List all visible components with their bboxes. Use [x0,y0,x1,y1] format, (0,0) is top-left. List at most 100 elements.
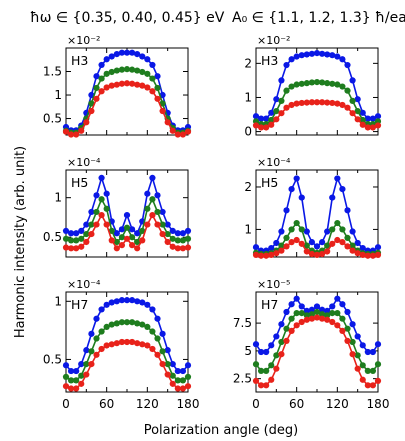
panel-h7-col2-series-3-point [263,382,270,389]
panel-h3-col2-series-3-point [318,99,326,106]
panel-h7-col2-series-2-point [359,362,366,369]
panel-h3-col2-series-3-point [324,99,331,106]
panel-h3-col2-series-3-point [252,122,260,129]
panel-h7-col1-series-3-point [164,371,171,378]
panel-h7-col1-series-1-point [134,298,141,305]
panel-h3-col2-ytick-label: 0 [244,125,252,139]
panel-h3-col1-series-1-point [149,61,156,69]
panel-h5-col2-series-1-point [359,244,366,252]
panel-h5-col2-series-3 [252,236,382,259]
panel-h3-col1-series-1-point [128,49,136,56]
panel-h7-col2-series-1-point [278,321,285,328]
panel-h5-col2-series-2-point [278,242,285,249]
panel-h3-col1-series-3-point [118,80,126,87]
panel-h5-col2-series-3-point [324,248,331,255]
panel-h7-col2-series-2-point [369,367,377,374]
panel-h5-col1-series-1-point [98,174,105,182]
panel-h5-col2-series-3-point [257,252,265,259]
panel-h7-col1-series-1-point [139,299,146,306]
panel-h7-col1-xtick-label: 0 [62,397,70,411]
panel-h7-col2-series-2-point [334,310,341,317]
panel-h5-col1-series-2-point [154,208,161,216]
panel-h3-col2-series-2-point [283,87,290,94]
panel-h3-col2-series-1-point [288,56,295,63]
panel-h3-col2-series-2-point [339,83,346,90]
panel-h5-col1-series-3-point [139,237,146,244]
panel-h5-col2-series-1-point [374,244,382,251]
panel-h7-col1-series-3-point [159,360,166,368]
panel-h7-col2-series-1 [252,295,382,356]
panel-h7-col1-series-1-point [164,347,171,354]
panels: 0.5 1 1.5 ×10⁻² H3 0 1 2 ×10⁻² H3 0.5 1 ×10⁻⁴ H5 1 2 ×10… [43,34,390,411]
panel-h7-col2-series-3-point [324,316,331,323]
panel-h5-col2-series-2 [252,219,382,258]
panel-h3-col1-series-3-point [93,95,100,102]
panel-h5-col2-series-2-point [303,242,310,249]
panel-h3-col1-series-2-point [134,67,141,74]
panel-h3-col2-series-2-point [344,87,351,94]
panel-h5-col2-series-3-point [303,248,310,255]
panel-h5-col1-ytick-label: 0.5 [43,230,62,244]
panel-h3-col2-series-2-point [303,80,310,87]
panel-h7-col1-series-1 [62,297,192,375]
panel-h5-col2-series-3-point [344,243,351,250]
panel-h7-col1-series-2-point [174,377,181,384]
panel-h3-col2-series-3-point [329,99,336,107]
panel-h7-col1-series-3-point [108,341,115,348]
panel-h5-col2-series-3-point [283,243,290,250]
panel-h7-col1-series-1-point [103,301,110,308]
panel-h7-col2-series-3-point [349,351,356,358]
panel-h7-col2-xtick-label: 0 [252,397,260,411]
panel-h7-col1-series-3 [62,338,192,392]
panel-h5-col1-ytick-label: 1 [54,191,62,205]
panel-h7-col2-series-3-point [369,382,377,389]
panel-h3-col1-series-2-point [144,70,151,77]
panel-h3-col2-series-1-point [354,96,361,103]
panel-h3-col2-series-2-point [318,79,326,86]
panel-h7-col2-series-1-point [252,341,260,348]
panel-h5-col1-series-1-point [62,227,70,234]
panel-h7-col1-series-2-point [73,377,80,384]
panel-h5-col1-series-2-point [144,205,151,212]
panel-h3-col2-series-3-point [268,121,275,128]
panel-h5-col1-series-1-point [134,230,141,237]
panel-h3-col1-ytick-label: 1.5 [43,65,62,79]
panel-h7-col2-series-2-point [283,325,290,332]
panel-h7-col2-series-1-point [293,295,300,302]
panel-h3-col1-series-3-point [128,80,136,87]
panel-h7-col1-series-3-point [123,338,131,346]
panel-h5-col1-series-3-point [179,245,187,252]
panel-h7-col2-series-2-point [257,367,265,374]
panel-h5-col1-series-1-point [123,211,131,219]
panel-h7-col1-series-1-point [149,306,156,313]
panel-h7-col2-series-1-point [303,307,310,314]
panel-h3-col2-series-1-point [359,109,366,116]
panel-h5-col2-series-3-point [339,239,346,246]
panel-h5-col2-series-2-point [349,242,356,249]
panel-h5-col1-series-3-point [149,211,156,219]
panel-h7-col1-series-2-point [118,319,126,326]
panel-h3-col2-series-2-point [334,81,341,88]
panel-h5-col1-series-3-point [113,245,120,252]
panel-h7-col1-series-1-point [179,367,187,375]
panel-h3-col1-series-3-line [65,82,189,136]
panel-h5-col2-series-1-point [293,175,300,182]
panel-h7-col1-series-2-point [139,321,146,328]
panel-h5-col1-series-3-point [73,245,80,252]
panel-h3-col1-series-3-point [67,131,75,138]
panel-h7-col1-series-3-point [139,341,146,348]
panel-h5-col1-series-1-point [83,221,90,228]
panel-h7-col2-series-1-point [268,342,275,349]
panel-h7-col2-series-2-point [349,338,356,346]
panel-h3-col2-series-2-point [354,108,361,115]
panel-h5-col1-series-3-point [103,221,110,228]
panel-h7-col1-series-3-point [73,385,80,392]
panel-h3-col1-scale-label: ×10⁻² [67,34,100,47]
panel-h7-col2-series-2-point [364,367,371,374]
panel-h5-col2-series-2-point [329,226,336,233]
panel-h3-col2-series-2-point [313,79,321,86]
panel-h5-col1-series-3-point [169,243,176,250]
panel-h7-col2-series-2-point [278,338,285,346]
panel-h5-col1-series-3-point [118,242,126,249]
panel-h3-col2-series-2-point [288,83,295,90]
